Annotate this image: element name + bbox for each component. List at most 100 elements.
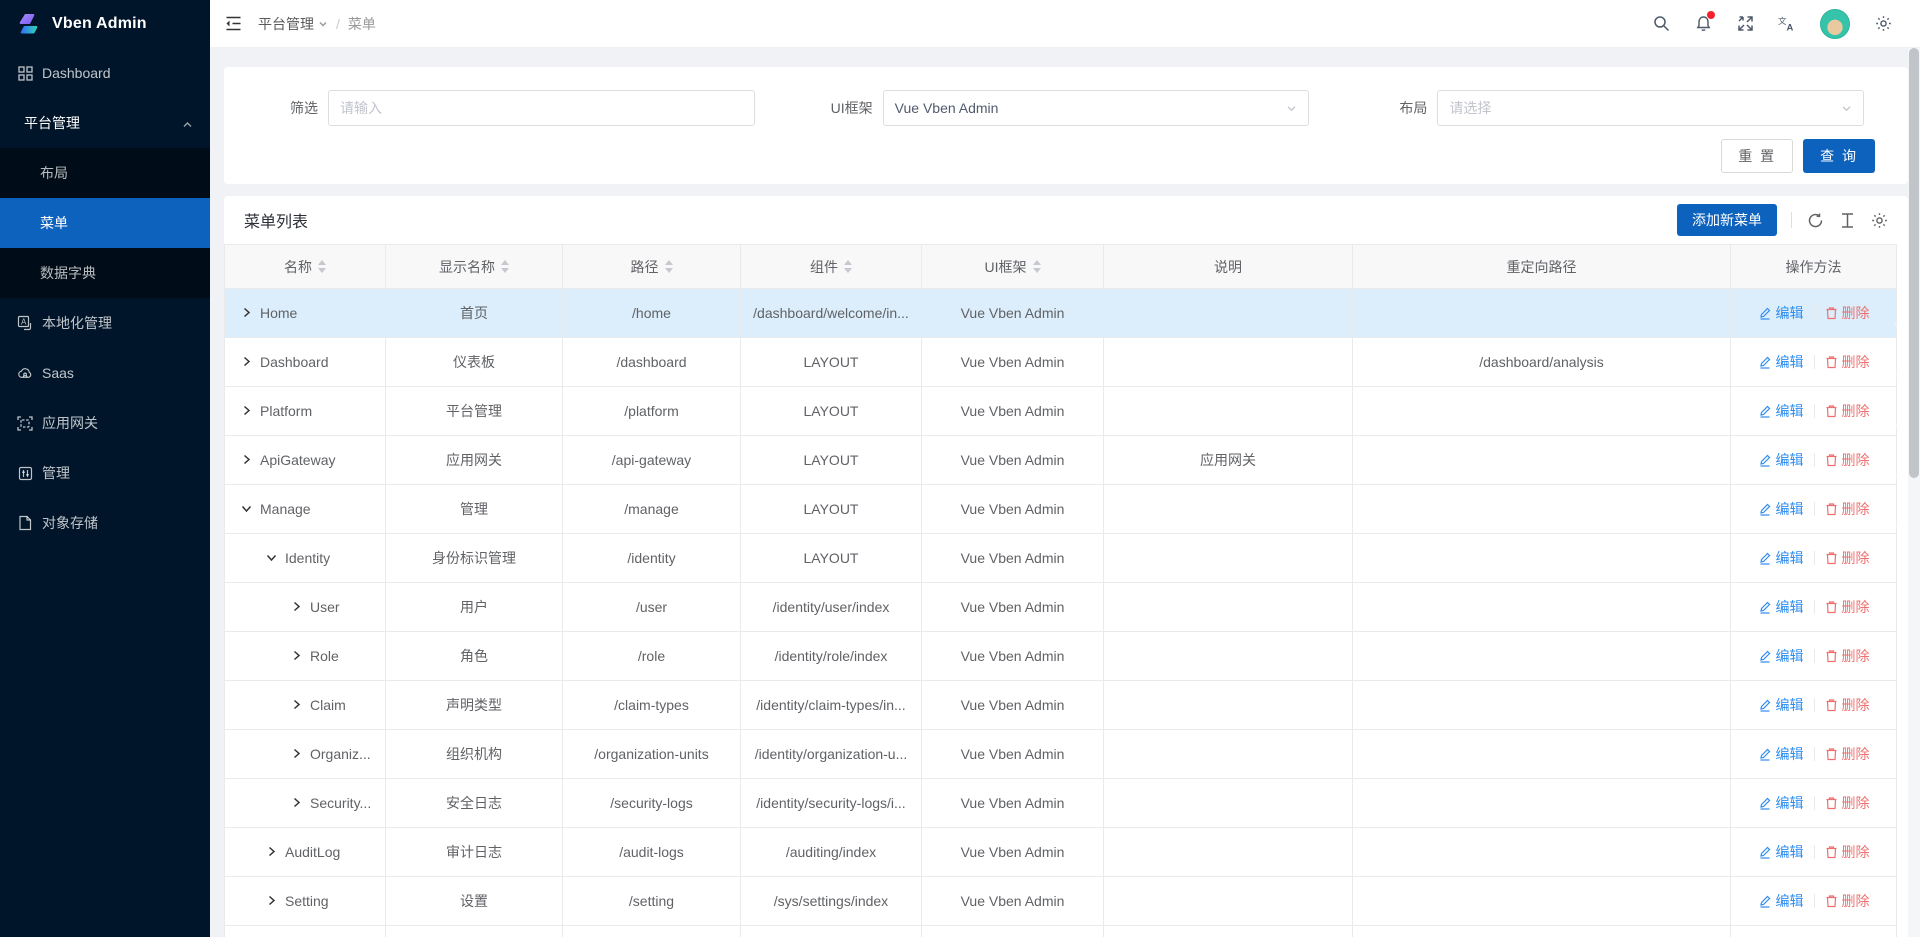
sidebar-item-manage[interactable]: 管理: [0, 448, 1920, 498]
sort-icon[interactable]: [318, 260, 326, 273]
sidebar-item-saas[interactable]: Saas: [0, 348, 1920, 398]
keyword-input[interactable]: 请输入: [328, 90, 755, 126]
fullscreen-icon[interactable]: [1736, 15, 1754, 33]
row-height-icon[interactable]: [1838, 211, 1856, 229]
settings-gear-icon[interactable]: [1874, 15, 1892, 33]
sort-icon[interactable]: [844, 260, 852, 273]
sort-icon[interactable]: [501, 260, 509, 273]
delete-link[interactable]: 删除: [1825, 695, 1870, 715]
reset-button[interactable]: 重 置: [1721, 139, 1794, 173]
expand-arrow-icon[interactable]: [291, 797, 303, 809]
sidebar-item-object-storage[interactable]: 对象存储: [0, 498, 1920, 548]
component: LAYOUT: [740, 533, 922, 583]
delete-link[interactable]: 删除: [1825, 597, 1870, 617]
column-header[interactable]: 显示名称: [385, 244, 563, 289]
edit-link[interactable]: 编辑: [1758, 891, 1804, 911]
expand-arrow-icon[interactable]: [241, 454, 253, 466]
expand-arrow-icon[interactable]: [266, 552, 278, 564]
table-row[interactable]: Claim 声明类型/claim-types/identity/claim-typ…: [224, 680, 1897, 730]
sidebar-item-platform-group[interactable]: 平台管理: [0, 98, 210, 148]
sidebar-item-data-dict[interactable]: 数据字典: [0, 248, 210, 298]
edit-link[interactable]: 编辑: [1758, 401, 1804, 421]
delete-link[interactable]: 删除: [1825, 548, 1870, 568]
notification-bell-icon[interactable]: [1694, 10, 1715, 33]
expand-arrow-icon[interactable]: [291, 699, 303, 711]
table-row[interactable]: Role 角色/role/identity/role/index Vue Vben …: [224, 631, 1897, 681]
table-row[interactable]: Manage 管理/manage LAYOUT Vue Vben Admin 编辑 删除: [224, 484, 1897, 534]
layout-select[interactable]: 请选择: [1437, 90, 1865, 126]
delete-link[interactable]: 删除: [1825, 744, 1870, 764]
table-row[interactable]: Setting 设置/setting/sys/settings/index Vue …: [224, 876, 1897, 926]
refresh-icon[interactable]: [1806, 211, 1824, 229]
edit-link[interactable]: 编辑: [1758, 744, 1804, 764]
table-row[interactable]: Platform 平台管理/platform LAYOUT Vue Vben Admi…: [224, 386, 1897, 436]
edit-link[interactable]: 编辑: [1758, 597, 1804, 617]
edit-link[interactable]: 编辑: [1758, 695, 1804, 715]
edit-link[interactable]: 编辑: [1758, 646, 1804, 666]
expand-arrow-icon[interactable]: [241, 356, 253, 368]
ui-framework-select[interactable]: Vue Vben Admin: [882, 90, 1310, 126]
search-button[interactable]: 查 询: [1803, 139, 1875, 173]
delete-link[interactable]: 删除: [1825, 352, 1870, 372]
sort-icon[interactable]: [1032, 260, 1041, 273]
column-settings-gear-icon[interactable]: [1870, 211, 1888, 229]
logo[interactable]: Vben Admin: [0, 0, 210, 48]
column-header[interactable]: 组件: [740, 244, 922, 289]
table-row[interactable]: Organiz... 组织机构/organization-units/identi…: [224, 729, 1897, 779]
edit-link[interactable]: 编辑: [1758, 450, 1804, 470]
vertical-scrollbar[interactable]: [1908, 48, 1920, 937]
path: /claim-types: [562, 680, 741, 730]
ui-framework: Vue Vben Admin: [921, 435, 1104, 485]
expand-arrow-icon[interactable]: [266, 895, 278, 907]
delete-link[interactable]: 删除: [1825, 499, 1870, 519]
table-row[interactable]: Dashboard 仪表板/dashboard LAYOUT Vue Vben Adm…: [224, 337, 1897, 387]
saas-cloud-icon: [17, 365, 33, 381]
edit-link[interactable]: 编辑: [1758, 352, 1804, 372]
table-row[interactable]: ApiGateway 应用网关/api-gateway LAYOUT Vue Vben…: [224, 435, 1897, 485]
expand-arrow-icon[interactable]: [241, 307, 253, 319]
ui-framework: Vue Vben Admin: [921, 533, 1104, 583]
expand-arrow-icon[interactable]: [291, 601, 303, 613]
menu-fold-icon[interactable]: [224, 15, 242, 33]
column-header[interactable]: 路径: [562, 244, 741, 289]
expand-arrow-icon[interactable]: [291, 748, 303, 760]
edit-pencil-icon: [1758, 551, 1772, 565]
table-row[interactable]: Identity 身份标识管理/identity LAYOUT Vue Vben Ad…: [224, 533, 1897, 583]
delete-link[interactable]: 删除: [1825, 646, 1870, 666]
edit-link[interactable]: 编辑: [1758, 303, 1804, 323]
table-row[interactable]: Security... 安全日志/security-logs/identity/s…: [224, 778, 1897, 828]
column-header[interactable]: 名称: [224, 244, 386, 289]
sidebar-item-layout[interactable]: 布局: [0, 148, 210, 198]
edit-link[interactable]: 编辑: [1758, 548, 1804, 568]
sort-icon[interactable]: [664, 260, 673, 273]
expand-arrow-icon[interactable]: [266, 846, 278, 858]
expand-arrow-icon[interactable]: [241, 503, 253, 515]
breadcrumb-group[interactable]: 平台管理: [258, 14, 328, 34]
delete-link[interactable]: 删除: [1825, 842, 1870, 862]
sidebar-item-api-gateway[interactable]: 应用网关: [0, 398, 1920, 448]
sidebar-item-localization[interactable]: A 本地化管理: [0, 298, 1920, 348]
column-header[interactable]: UI框架: [921, 244, 1104, 289]
delete-link[interactable]: 删除: [1825, 303, 1870, 323]
search-icon[interactable]: [1652, 15, 1670, 33]
table-row[interactable]: Home 首页/home/dashboard/welcome/in... Vue V…: [224, 288, 1897, 338]
delete-link[interactable]: 删除: [1825, 793, 1870, 813]
scrollbar-thumb[interactable]: [1909, 48, 1919, 478]
add-menu-button[interactable]: 添加新菜单: [1677, 204, 1777, 236]
table-row[interactable]: AuditLog 审计日志/audit-logs/auditing/index Vu…: [224, 827, 1897, 877]
sidebar-item-dashboard[interactable]: Dashboard: [0, 48, 1920, 98]
table-row[interactable]: User 用户/user/identity/user/index Vue Vben …: [224, 582, 1897, 632]
user-avatar[interactable]: [1820, 8, 1850, 39]
edit-link[interactable]: 编辑: [1758, 793, 1804, 813]
edit-link[interactable]: 编辑: [1758, 499, 1804, 519]
delete-link[interactable]: 删除: [1825, 891, 1870, 911]
menu-name: Manage: [260, 501, 311, 517]
expand-arrow-icon[interactable]: [291, 650, 303, 662]
delete-link[interactable]: 删除: [1825, 401, 1870, 421]
delete-link[interactable]: 删除: [1825, 450, 1870, 470]
expand-arrow-icon[interactable]: [241, 405, 253, 417]
edit-link[interactable]: 编辑: [1758, 842, 1804, 862]
component: /identity/user/index: [740, 582, 922, 632]
sidebar-item-menu[interactable]: 菜单: [0, 198, 210, 248]
